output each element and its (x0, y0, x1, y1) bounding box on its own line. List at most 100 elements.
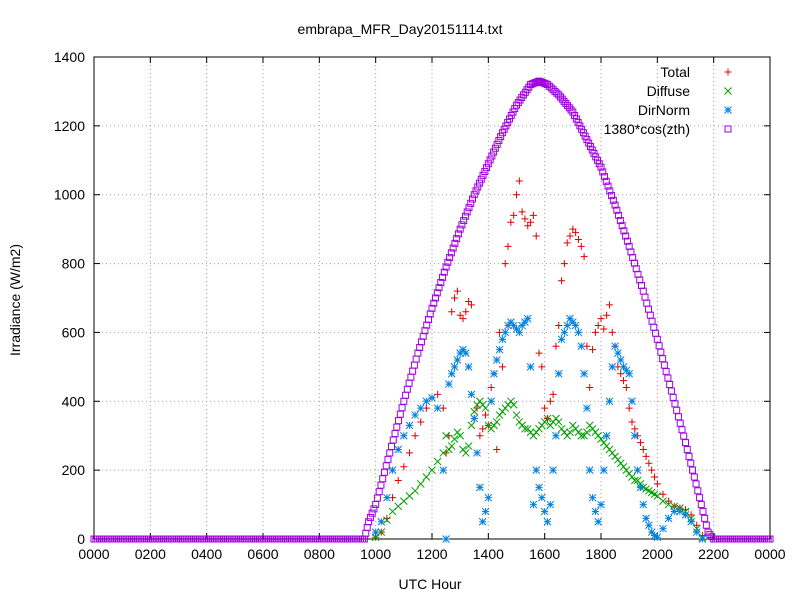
data-point (521, 215, 529, 223)
data-point (447, 249, 455, 257)
data-point (498, 363, 506, 371)
data-point (396, 410, 404, 418)
data-point (467, 199, 475, 207)
data-point (622, 384, 630, 392)
data-point (362, 529, 370, 537)
data-point (445, 380, 453, 388)
data-point (643, 299, 651, 307)
data-point (597, 163, 605, 171)
data-point (476, 483, 484, 492)
data-point (467, 390, 476, 399)
data-point (467, 301, 475, 309)
data-point (562, 99, 570, 107)
data-point (523, 314, 532, 323)
data-point (433, 457, 442, 466)
data-point (611, 201, 619, 209)
x-tick-label: 1800 (585, 546, 616, 562)
x-tick-label: 0600 (247, 546, 278, 562)
data-point (664, 514, 673, 523)
data-point (697, 501, 705, 509)
data-point (622, 232, 630, 240)
data-point (422, 473, 431, 481)
legend-label: Total (660, 64, 690, 80)
data-point (620, 227, 628, 235)
data-point (685, 452, 693, 460)
data-point (416, 480, 425, 488)
data-point (497, 133, 505, 141)
data-point (483, 164, 491, 172)
data-point (461, 449, 470, 457)
legend-label: Diffuse (647, 83, 691, 99)
data-point (605, 301, 613, 309)
data-point (577, 242, 585, 250)
data-point (373, 494, 381, 502)
data-point (625, 369, 634, 378)
data-point (554, 418, 563, 426)
data-point (398, 404, 406, 412)
data-point (631, 425, 639, 433)
data-point (549, 466, 557, 474)
data-point (580, 369, 588, 378)
data-point (439, 466, 448, 474)
data-point (698, 535, 707, 543)
x-tick-label: 1600 (529, 546, 560, 562)
data-point (636, 439, 644, 447)
data-point (492, 356, 501, 364)
data-point (504, 242, 512, 250)
data-point (597, 315, 605, 323)
data-point (555, 322, 563, 330)
data-point (411, 486, 419, 495)
data-point (603, 311, 611, 319)
data-point (501, 260, 509, 268)
data-point (490, 148, 498, 156)
data-point (566, 232, 574, 240)
data-point (375, 488, 383, 496)
data-point (459, 315, 467, 323)
data-point (529, 500, 538, 509)
data-point (558, 95, 566, 103)
data-point (614, 349, 622, 357)
data-point (577, 342, 586, 351)
data-point (433, 289, 441, 297)
data-point (660, 361, 668, 369)
data-point (583, 404, 591, 413)
data-point (538, 363, 546, 371)
data-point (410, 361, 418, 369)
data-point (393, 423, 401, 431)
data-point (372, 501, 380, 509)
data-point (653, 533, 662, 542)
x-tick-label: 0400 (191, 546, 222, 562)
data-point (383, 516, 391, 524)
data-point (628, 397, 636, 406)
data-point (446, 254, 454, 262)
legend-label: DirNorm (638, 102, 690, 118)
data-point (400, 463, 408, 471)
legend-marker (724, 125, 732, 133)
data-points (90, 77, 774, 543)
data-point (557, 335, 566, 344)
data-point (648, 317, 656, 325)
data-point (690, 473, 698, 481)
data-point (449, 244, 457, 252)
data-point (613, 206, 621, 214)
data-point (399, 431, 408, 440)
data-point (366, 513, 374, 521)
data-point (657, 348, 665, 356)
data-point (608, 192, 616, 200)
data-point (541, 404, 549, 412)
data-point (377, 517, 386, 526)
x-tick-label: 0000 (78, 546, 109, 562)
data-point (558, 277, 566, 285)
data-point (490, 369, 498, 378)
legend-label: 1380*cos(zth) (604, 121, 690, 137)
data-point (615, 211, 623, 219)
data-point (564, 102, 572, 110)
data-point (591, 328, 599, 336)
data-point (560, 97, 568, 105)
x-tick-label: 0200 (135, 546, 166, 562)
data-point (625, 404, 633, 412)
data-point (440, 268, 448, 276)
data-point (591, 507, 600, 516)
data-point (492, 418, 501, 426)
data-point (501, 328, 510, 337)
